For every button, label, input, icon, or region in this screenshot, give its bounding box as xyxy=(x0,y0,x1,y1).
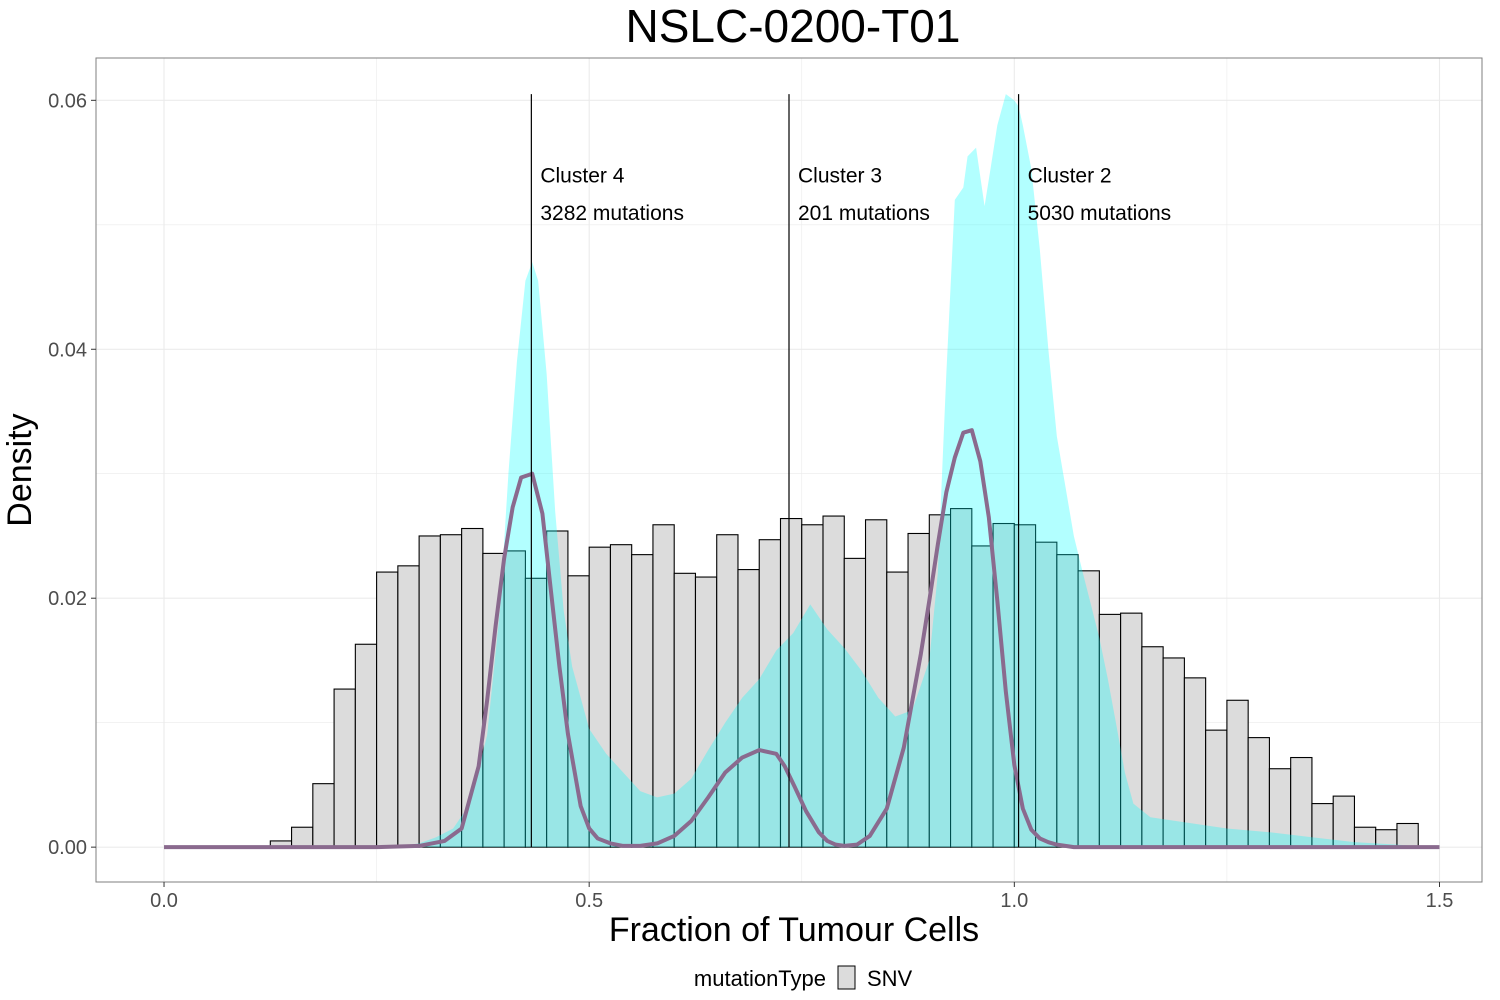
y-tick-label: 0.06 xyxy=(48,90,87,112)
y-axis-title: Density xyxy=(1,413,39,526)
cluster-count-label: 3282 mutations xyxy=(540,202,684,225)
histogram-layer xyxy=(269,508,1419,848)
histogram-bar xyxy=(291,826,314,848)
legend: mutationType SNV xyxy=(694,965,913,991)
fit-line xyxy=(164,428,1440,850)
x-tick-label: 0.5 xyxy=(575,890,603,912)
y-tick-label: 0.02 xyxy=(48,588,87,610)
legend-title: mutationType xyxy=(694,966,826,991)
x-axis-title: Fraction of Tumour Cells xyxy=(609,911,979,949)
y-axis-ticks: 0.00 0.02 0.04 0.06 xyxy=(48,90,96,859)
cluster-count-label: 201 mutations xyxy=(798,202,930,225)
histogram-bar xyxy=(1226,699,1249,848)
fit-layer xyxy=(164,428,1440,850)
histogram-bar xyxy=(418,535,441,848)
cluster-label: Cluster 2 xyxy=(1028,164,1112,187)
histogram-bar xyxy=(1290,756,1313,848)
y-tick-label: 0.00 xyxy=(48,837,87,859)
legend-key-snv xyxy=(837,965,856,990)
histogram-bar xyxy=(333,688,356,848)
histogram-bar xyxy=(397,565,420,848)
histogram-bar xyxy=(1183,677,1207,848)
x-tick-label: 1.0 xyxy=(1000,890,1028,912)
histogram-bar xyxy=(1332,795,1356,848)
cluster-label: Cluster 3 xyxy=(798,164,882,187)
histogram-bar xyxy=(1396,822,1419,848)
chart-title: NSLC-0200-T01 xyxy=(626,0,961,52)
legend-label-snv: SNV xyxy=(867,966,913,991)
panel-border xyxy=(95,57,1483,883)
x-axis-ticks: 0.0 0.5 1.0 1.5 xyxy=(150,882,1453,912)
y-tick-label: 0.04 xyxy=(48,339,87,361)
histogram-bar xyxy=(439,534,463,848)
annotation-layer: Cluster 4 3282 mutations Cluster 3 201 muta… xyxy=(530,94,1172,848)
histogram-bar xyxy=(354,643,378,848)
density-layer xyxy=(376,94,1431,848)
histogram-bar xyxy=(1162,657,1185,848)
density-area xyxy=(376,94,1431,848)
x-tick-label: 1.5 xyxy=(1426,890,1454,912)
histogram-bar xyxy=(376,571,399,848)
x-tick-label: 0.0 xyxy=(150,890,178,912)
histogram-bar xyxy=(312,783,335,848)
cluster-count-label: 5030 mutations xyxy=(1028,202,1172,225)
cluster-label: Cluster 4 xyxy=(540,164,624,187)
